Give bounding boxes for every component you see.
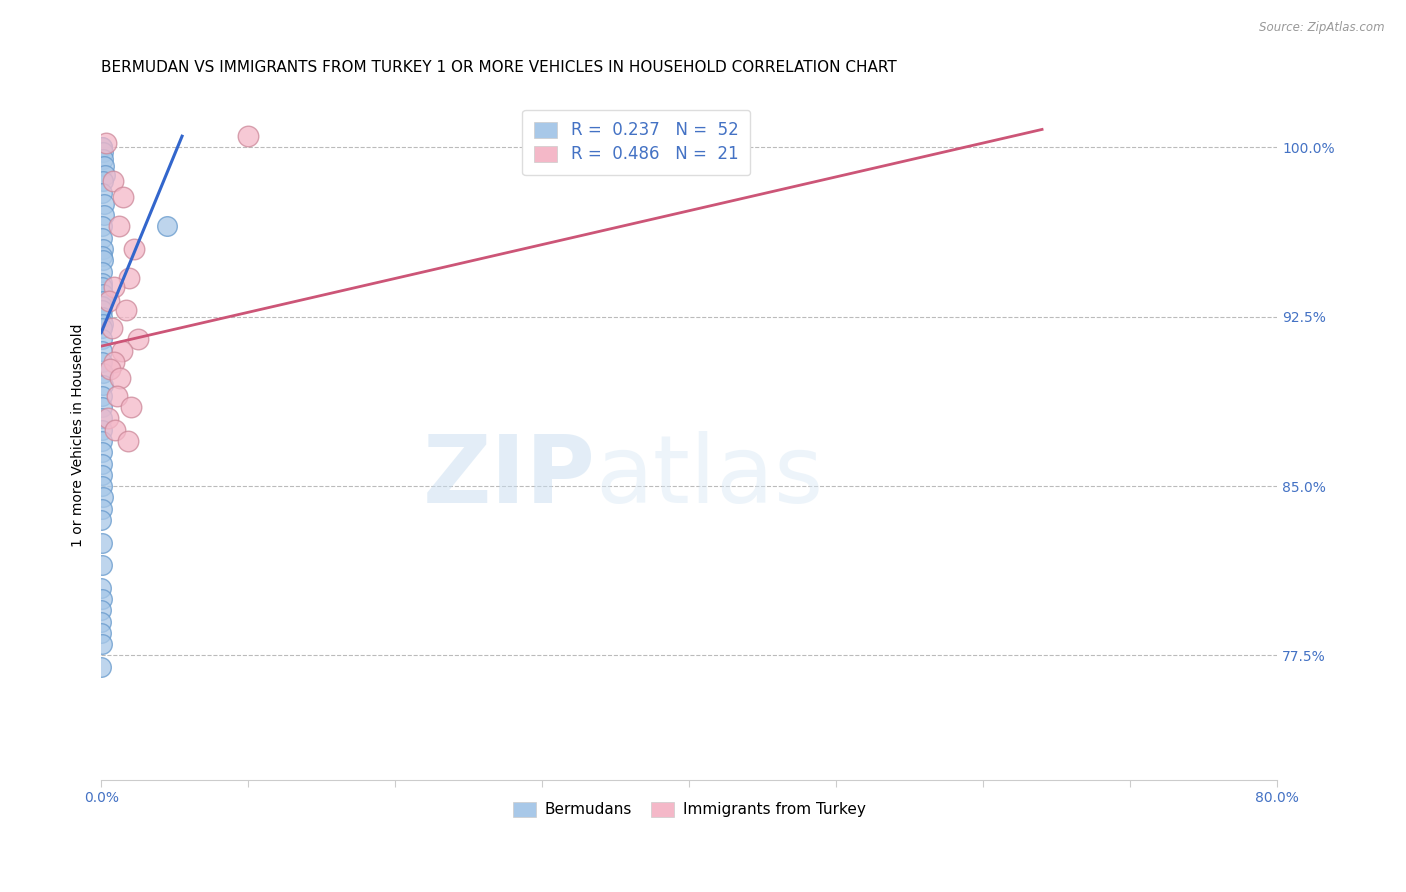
Point <box>91 321 114 335</box>
Point <box>103 355 125 369</box>
Point <box>94 168 117 182</box>
Point <box>111 343 134 358</box>
Point <box>91 140 114 154</box>
Point <box>91 479 114 493</box>
Point <box>98 361 121 376</box>
Point <box>91 317 114 331</box>
Point <box>90 625 112 640</box>
Point <box>101 174 124 188</box>
Point <box>108 219 131 234</box>
Text: Source: ZipAtlas.com: Source: ZipAtlas.com <box>1260 21 1385 34</box>
Point <box>90 280 112 294</box>
Point <box>90 355 112 369</box>
Point <box>104 423 127 437</box>
Point <box>90 581 112 595</box>
Point <box>110 370 132 384</box>
Point <box>91 253 114 268</box>
Point <box>91 242 114 256</box>
Point <box>112 190 135 204</box>
Point <box>93 208 115 222</box>
Point <box>90 615 112 629</box>
Point <box>91 400 114 414</box>
Point <box>91 491 114 505</box>
Point <box>91 299 114 313</box>
Point <box>90 637 112 651</box>
Point <box>90 558 112 573</box>
Point <box>91 293 114 308</box>
Point <box>90 265 112 279</box>
Text: BERMUDAN VS IMMIGRANTS FROM TURKEY 1 OR MORE VEHICLES IN HOUSEHOLD CORRELATION C: BERMUDAN VS IMMIGRANTS FROM TURKEY 1 OR … <box>101 60 897 75</box>
Point <box>90 513 112 527</box>
Point <box>118 271 141 285</box>
Point <box>90 592 112 607</box>
Point <box>97 411 120 425</box>
Point <box>91 174 114 188</box>
Point <box>91 231 114 245</box>
Point <box>120 400 142 414</box>
Y-axis label: 1 or more Vehicles in Household: 1 or more Vehicles in Household <box>72 324 86 547</box>
Point <box>91 310 114 324</box>
Point <box>97 293 120 308</box>
Point <box>105 389 128 403</box>
Point <box>91 186 114 200</box>
Point <box>90 411 112 425</box>
Point <box>91 434 114 448</box>
Point <box>91 303 114 318</box>
Text: atlas: atlas <box>595 431 824 523</box>
Point <box>91 343 114 358</box>
Point <box>90 445 112 459</box>
Text: ZIP: ZIP <box>422 431 595 523</box>
Point <box>91 467 114 482</box>
Point <box>94 136 117 150</box>
Point <box>90 659 112 673</box>
Point <box>91 145 114 159</box>
Point <box>238 129 260 144</box>
Point <box>91 140 114 154</box>
Point <box>93 159 115 173</box>
Point <box>91 287 114 301</box>
Point <box>90 332 112 346</box>
Point <box>122 242 145 256</box>
Point <box>100 321 122 335</box>
Point <box>91 219 114 234</box>
Legend: Bermudans, Immigrants from Turkey: Bermudans, Immigrants from Turkey <box>506 796 872 823</box>
Point <box>91 249 114 263</box>
Point <box>91 366 114 380</box>
Point <box>156 219 179 234</box>
Point <box>103 280 125 294</box>
Point <box>115 303 138 318</box>
Point <box>91 276 114 290</box>
Point <box>93 197 115 211</box>
Point <box>91 389 114 403</box>
Point <box>117 434 139 448</box>
Point <box>91 377 114 392</box>
Point <box>90 457 112 471</box>
Point <box>90 501 112 516</box>
Point <box>93 152 115 166</box>
Point <box>91 423 114 437</box>
Point <box>90 603 112 617</box>
Point <box>90 535 112 549</box>
Point <box>127 332 149 346</box>
